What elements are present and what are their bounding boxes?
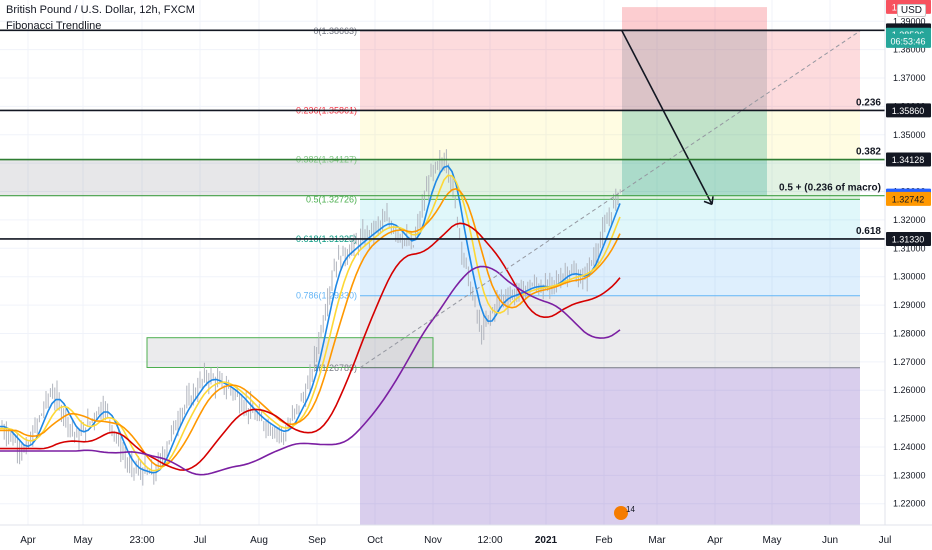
horizontal-line-label: 0.5 + (0.236 of macro) xyxy=(779,183,881,194)
price-tick-label: 1.38000 xyxy=(893,45,926,55)
event-flag-icon[interactable] xyxy=(614,506,628,520)
indicator-name[interactable]: Fibonacci Trendline xyxy=(6,20,102,32)
fib-zone xyxy=(360,110,860,160)
horizontal-line-label: 0.382 xyxy=(856,147,881,158)
price-tag xyxy=(886,152,931,167)
entry-zone[interactable] xyxy=(622,30,767,110)
price-tag xyxy=(886,33,931,48)
price-tick-label: 1.30000 xyxy=(893,272,926,282)
price-tick-label: 1.32000 xyxy=(893,215,926,225)
fib-zone xyxy=(360,239,860,296)
price-tick-label: 1.25000 xyxy=(893,414,926,424)
horizontal-line-label: 0.618 xyxy=(856,226,881,237)
fib-level-label: 0.5(1.32726) xyxy=(306,194,357,204)
moving-average-line[interactable] xyxy=(0,165,621,474)
price-tick-label: 1.28000 xyxy=(893,328,926,338)
time-tick-label: Jun xyxy=(822,535,838,546)
symbol-title[interactable]: British Pound / U.S. Dollar, 12h, FXCM xyxy=(6,4,195,16)
price-tick-label: 1.37000 xyxy=(893,73,926,83)
arrow-head-icon xyxy=(703,196,714,206)
time-tick-label: Apr xyxy=(20,535,36,546)
stop-zone[interactable] xyxy=(622,7,767,31)
fib-zone xyxy=(360,30,860,111)
moving-average-line[interactable] xyxy=(0,265,621,476)
time-tick-label: May xyxy=(763,535,782,546)
moving-average-line[interactable] xyxy=(0,187,621,468)
time-tick-label: Sep xyxy=(308,535,326,546)
currency-selector[interactable]: USD xyxy=(896,4,926,17)
horizontal-line-label: 0.236 xyxy=(856,97,881,108)
time-tick-label: Mar xyxy=(648,535,666,546)
price-tag xyxy=(886,191,931,206)
time-tick-label: Nov xyxy=(424,535,442,546)
projection-arrow[interactable] xyxy=(621,30,713,205)
price-tick-label: 1.39000 xyxy=(893,16,926,26)
price-tick-label: 1.24000 xyxy=(893,442,926,452)
time-tick-label: 2021 xyxy=(535,535,558,546)
support-box[interactable] xyxy=(146,337,434,368)
time-tick-label: 12:00 xyxy=(477,535,502,546)
price-tag-label: 06:53:46 xyxy=(890,36,925,46)
price-tick-label: 1.26000 xyxy=(893,385,926,395)
event-count-label: 14 xyxy=(626,505,635,514)
price-tag-label: 1.31330 xyxy=(892,234,925,244)
grey-band xyxy=(0,159,360,196)
fib-level-label: 0.786(1.29330) xyxy=(296,291,357,301)
price-tag-label: 1.32742 xyxy=(892,194,925,204)
price-tick-label: 1.27000 xyxy=(893,357,926,367)
time-tick-label: Jul xyxy=(879,535,892,546)
price-tick-label: 1.29000 xyxy=(893,300,926,310)
time-tick-label: 23:00 xyxy=(129,535,154,546)
price-tag-label: 1.34128 xyxy=(892,155,925,165)
time-tick-label: Oct xyxy=(367,535,383,546)
fib-level-label: 1(1.26789) xyxy=(313,363,357,373)
price-tag xyxy=(886,231,931,246)
time-tick-label: May xyxy=(74,535,93,546)
price-tick-label: 1.35000 xyxy=(893,130,926,140)
time-tick-label: Apr xyxy=(707,535,723,546)
target-zone[interactable] xyxy=(622,109,767,196)
price-tick-label: 1.23000 xyxy=(893,470,926,480)
fib-zone xyxy=(360,295,860,368)
time-tick-label: Aug xyxy=(250,535,268,546)
price-tag xyxy=(886,103,931,118)
time-tick-label: Jul xyxy=(194,535,207,546)
moving-average-line[interactable] xyxy=(0,174,621,472)
price-tick-label: 1.31000 xyxy=(893,243,926,253)
fib-zone xyxy=(360,199,860,240)
price-tag-label: 1.35860 xyxy=(892,106,925,116)
fib-zone xyxy=(360,367,860,525)
price-tick-label: 1.22000 xyxy=(893,499,926,509)
price-axis[interactable] xyxy=(885,0,932,550)
time-axis[interactable] xyxy=(0,525,932,550)
time-tick-label: Feb xyxy=(595,535,613,546)
trendline-dashed[interactable] xyxy=(359,30,861,369)
